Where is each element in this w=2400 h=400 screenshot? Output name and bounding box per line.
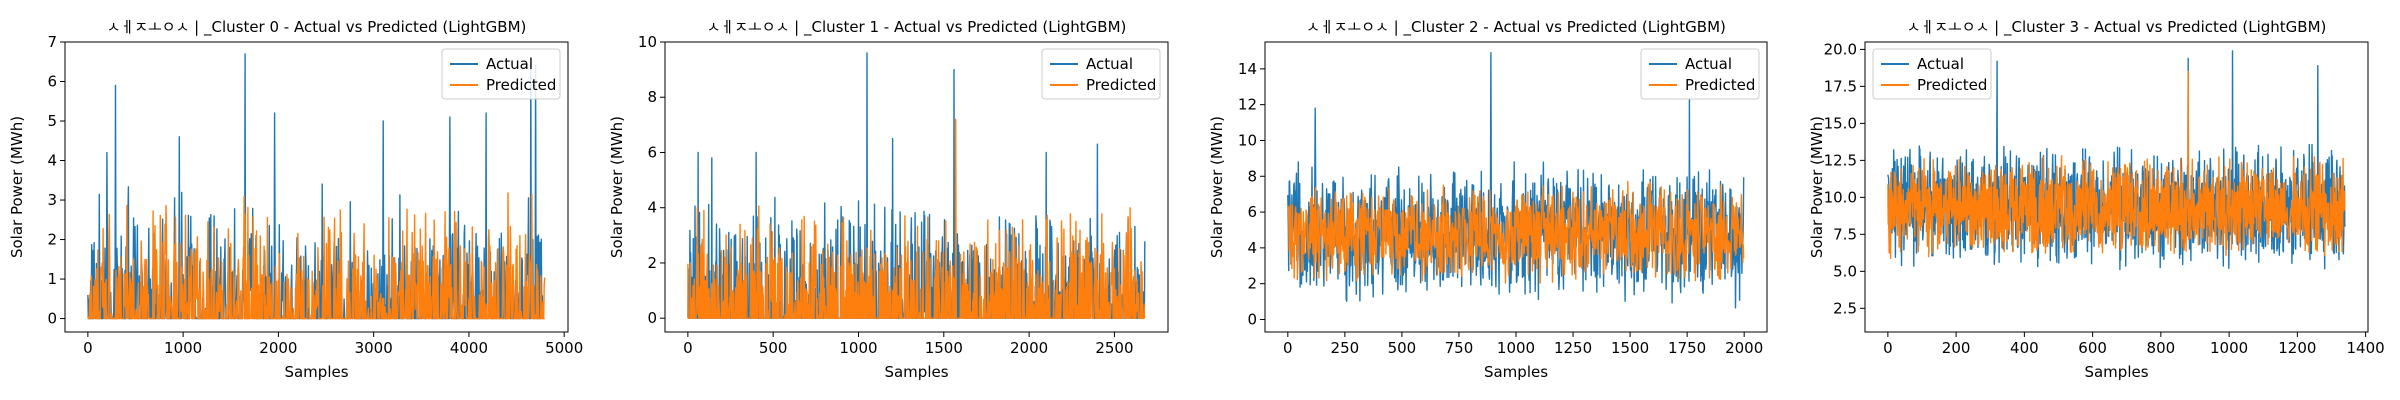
x-tick-label: 4000 [450, 339, 488, 357]
x-tick-label: 2000 [1725, 339, 1763, 357]
axes-frame [664, 41, 1169, 333]
series-line-predicted [1287, 180, 1745, 284]
series-line-predicted [687, 118, 1146, 319]
x-tick-label: 250 [1331, 339, 1360, 357]
legend: Actual Predicted [441, 48, 561, 100]
x-tick-label: 200 [1942, 339, 1971, 357]
legend-label: Actual [1685, 55, 1732, 73]
y-axis-label: Solar Power (MWh) [1808, 116, 1826, 258]
x-tick-label: 1250 [1554, 339, 1592, 357]
y-tick-label: 7 [47, 33, 57, 51]
x-axis-label: Samples [1484, 363, 1548, 381]
y-tick-label: 20.0 [1824, 40, 1857, 58]
x-tick-label: 1000 [2210, 339, 2248, 357]
y-tick-label: 0 [1247, 310, 1257, 328]
x-tick-label: 400 [2010, 339, 2039, 357]
series-line-predicted [87, 192, 546, 320]
plot-area [687, 52, 1146, 319]
y-tick-label: 10 [1238, 131, 1257, 149]
y-tick-label: 17.5 [1824, 77, 1857, 95]
chart-panel-3: 0 200 400 600 800 1000 1200 1400 2.5 5.0 7.5 10.0 12… [1808, 18, 2385, 381]
x-axis-label: Samples [284, 363, 348, 381]
x-tick-label: 1500 [1611, 339, 1649, 357]
y-axis-label: Solar Power (MWh) [608, 116, 626, 258]
y-tick-label: 0 [47, 310, 57, 328]
legend-label: Actual [1917, 55, 1964, 73]
y-tick-label: 2.5 [1833, 299, 1857, 317]
x-tick-label: 750 [1445, 339, 1474, 357]
x-tick-label: 1200 [2278, 339, 2316, 357]
legend: Actual Predicted [1041, 48, 1161, 100]
x-tick-label: 0 [83, 339, 93, 357]
legend-label: Actual [486, 55, 533, 73]
y-tick-label: 15.0 [1824, 114, 1857, 132]
x-tick-label: 500 [759, 339, 788, 357]
y-tick-label: 2 [1247, 275, 1257, 293]
y-tick-label: 0 [647, 309, 657, 327]
y-tick-label: 7.5 [1833, 225, 1857, 243]
chart-panel-0: 0 1000 2000 3000 4000 5000 0 1 2 3 4 5 6 7 ㅅㅔㅈㅗㅇㅅ | _C… [8, 18, 583, 381]
y-tick-label: 4 [647, 199, 657, 217]
y-tick-label: 12 [1238, 96, 1257, 114]
y-tick-label: 2 [47, 231, 57, 249]
x-axis-label: Samples [884, 363, 948, 381]
axes-frame [1864, 41, 2369, 333]
x-tick-label: 600 [2078, 339, 2107, 357]
x-tick-label: 1400 [2347, 339, 2385, 357]
legend-label: Predicted [486, 76, 556, 94]
chart-title: ㅅㅔㅈㅗㅇㅅ | _Cluster 2 - Actual vs Predicte… [1306, 18, 1726, 37]
x-tick-label: 1750 [1668, 339, 1706, 357]
x-tick-label: 1000 [164, 339, 202, 357]
x-tick-label: 0 [1283, 339, 1293, 357]
legend-label: Predicted [1685, 76, 1755, 94]
x-tick-label: 0 [683, 339, 693, 357]
x-tick-label: 1500 [925, 339, 963, 357]
x-tick-label: 2000 [259, 339, 297, 357]
y-tick-label: 6 [647, 143, 657, 161]
x-tick-label: 0 [1883, 339, 1893, 357]
x-tick-label: 2000 [1010, 339, 1048, 357]
y-axis-label: Solar Power (MWh) [8, 116, 26, 258]
y-tick-label: 5 [47, 112, 57, 130]
y-tick-label: 4 [1247, 239, 1257, 257]
y-tick-label: 2 [647, 254, 657, 272]
x-tick-label: 800 [2147, 339, 2176, 357]
axes-frame [64, 41, 569, 333]
y-tick-label: 1 [47, 270, 57, 288]
legend: Actual Predicted [1872, 48, 1992, 100]
x-tick-label: 3000 [355, 339, 393, 357]
legend-label: Predicted [1086, 76, 1156, 94]
y-axis-label: Solar Power (MWh) [1208, 116, 1226, 258]
y-tick-label: 3 [47, 191, 57, 209]
plot-area [1887, 50, 2346, 271]
y-tick-label: 4 [47, 152, 57, 170]
x-tick-label: 5000 [545, 339, 583, 357]
legend-label: Predicted [1917, 76, 1987, 94]
legend: Actual Predicted [1640, 48, 1760, 100]
y-tick-label: 8 [1247, 167, 1257, 185]
y-tick-label: 6 [47, 73, 57, 91]
x-tick-label: 1000 [1497, 339, 1535, 357]
chart-title: ㅅㅔㅈㅗㅇㅅ | _Cluster 0 - Actual vs Predicte… [107, 18, 527, 37]
y-tick-label: 5.0 [1833, 262, 1857, 280]
plot-area [87, 53, 546, 320]
x-tick-label: 500 [1388, 339, 1417, 357]
y-tick-label: 12.5 [1824, 151, 1857, 169]
x-tick-label: 2500 [1095, 339, 1133, 357]
x-axis-label: Samples [2084, 363, 2148, 381]
legend-label: Actual [1086, 55, 1133, 73]
y-tick-label: 10.0 [1824, 188, 1857, 206]
chart-panel-1: 0 500 1000 1500 2000 2500 0 2 4 6 8 10 ㅅㅔㅈㅗㅇㅅ | _Clu… [608, 18, 1169, 381]
y-tick-label: 6 [1247, 203, 1257, 221]
series-line-predicted [1887, 70, 2346, 259]
chart-title: ㅅㅔㅈㅗㅇㅅ | _Cluster 1 - Actual vs Predicte… [707, 18, 1127, 37]
y-tick-label: 10 [638, 33, 657, 51]
y-tick-label: 14 [1238, 60, 1257, 78]
chart-title: ㅅㅔㅈㅗㅇㅅ | _Cluster 3 - Actual vs Predicte… [1907, 18, 2327, 37]
y-tick-label: 8 [647, 88, 657, 106]
plot-area [1287, 52, 1745, 309]
chart-panel-2: 0 250 500 750 1000 1250 1500 1750 2000 0 2 4 6 8 10 12 1… [1208, 18, 1768, 381]
x-tick-label: 1000 [839, 339, 877, 357]
